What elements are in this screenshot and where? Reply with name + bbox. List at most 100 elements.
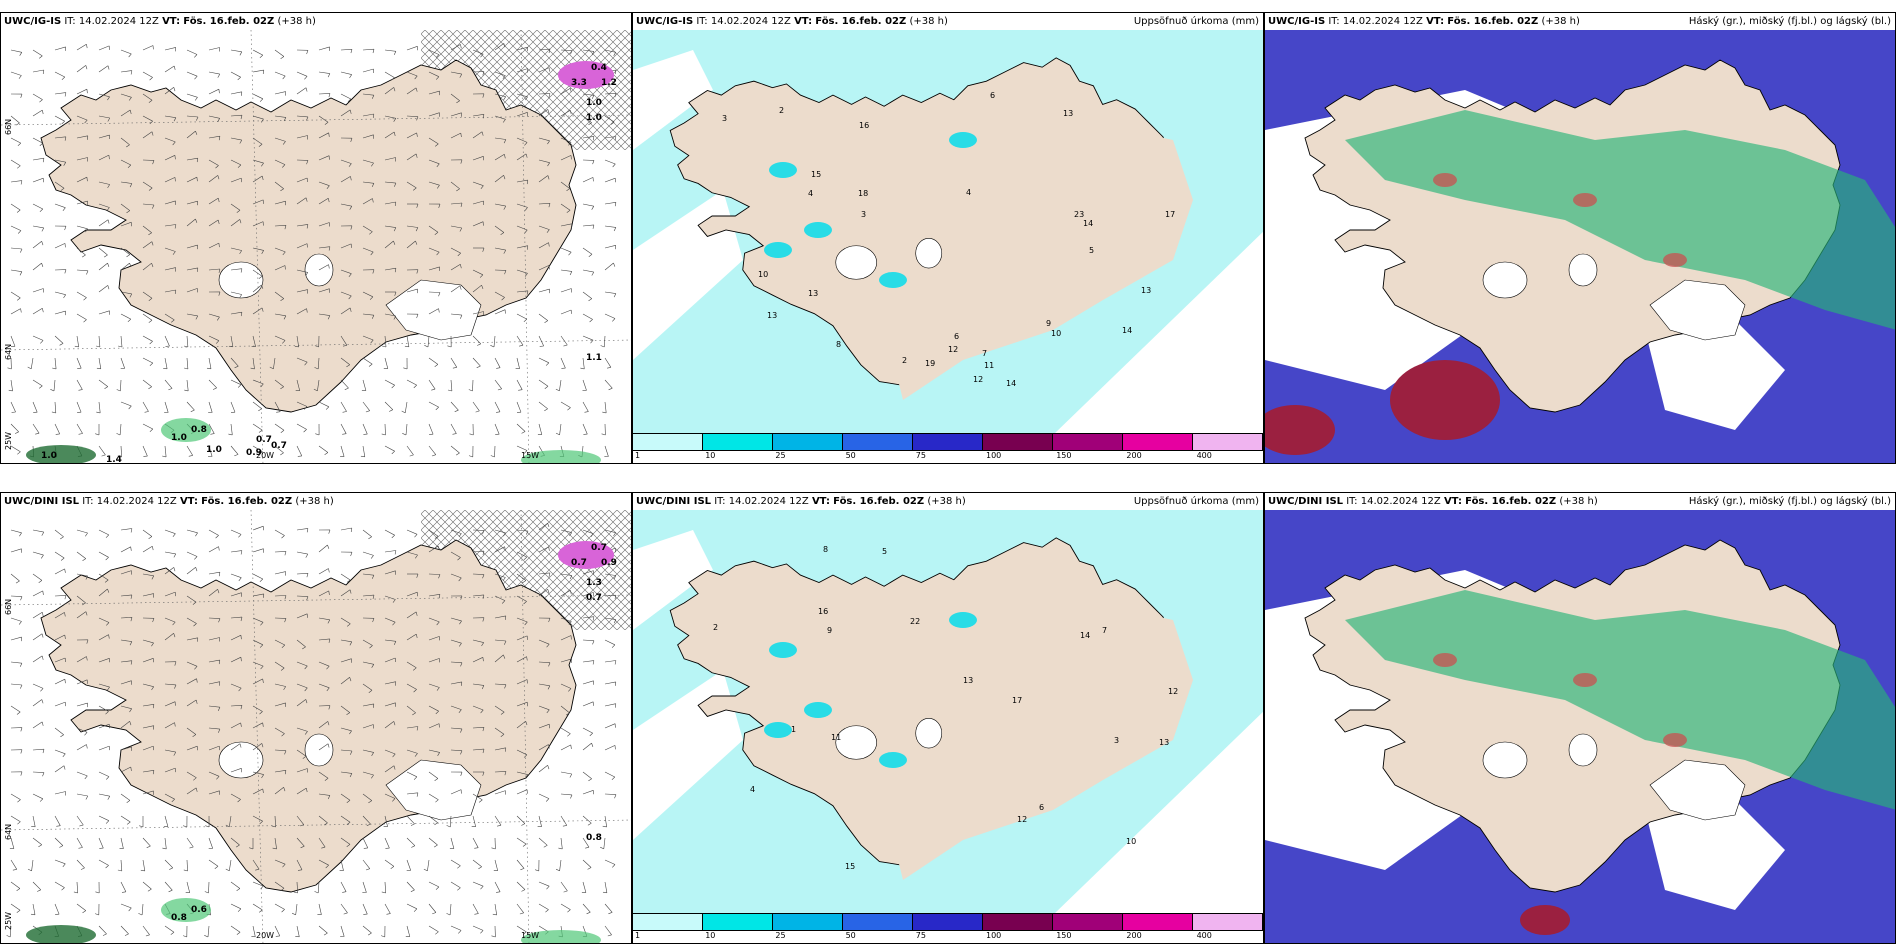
no-precip-area <box>1053 711 1263 915</box>
precip-blob <box>949 132 977 148</box>
legend-label: 150 <box>1056 451 1072 460</box>
glacier <box>835 725 877 760</box>
graticule <box>1 30 631 463</box>
axis-label: 20W <box>256 451 274 460</box>
value-label: 13 <box>1063 109 1073 118</box>
value-label: 2 <box>713 623 718 632</box>
wind-value: 0.8 <box>171 913 187 923</box>
panel-cloud-igis: UWC/IG-IS IT: 14.02.2024 12Z VT: Fös. 16… <box>1264 12 1896 464</box>
legend-label: 25 <box>775 451 786 460</box>
value-label: 13 <box>767 311 777 320</box>
value-label: 12 <box>973 375 983 384</box>
panel-header: UWC/DINI ISL IT: 14.02.2024 12Z VT: Fös.… <box>4 496 334 507</box>
glacier <box>1482 261 1528 299</box>
wind-value: 1.1 <box>586 353 602 363</box>
value-label: 12 <box>1168 687 1178 696</box>
legend-label: 400 <box>1196 931 1212 940</box>
axis-label: 66N <box>4 599 13 615</box>
legend-label: 75 <box>915 451 926 460</box>
wind-value: 0.7 <box>586 593 602 603</box>
clear-sky-area <box>1645 790 1785 910</box>
precip-legend: 1 10 25 50 75 100 150 200 400 <box>633 913 1263 943</box>
high-cloud-patch <box>1663 733 1687 747</box>
glacier <box>1568 253 1598 287</box>
legend-swatch <box>1193 914 1263 930</box>
legend-swatch <box>633 914 703 930</box>
panel-wind-igis: UWC/IG-IS IT: 14.02.2024 12Z VT: Fös. 16… <box>0 12 632 464</box>
panel-title: Uppsöfnuð úrkoma (mm) <box>1133 16 1259 27</box>
glacier <box>385 279 482 341</box>
legend-swatch <box>773 434 843 450</box>
legend-swatch <box>703 914 773 930</box>
precip-blob <box>558 61 614 89</box>
legend-label: 50 <box>845 451 856 460</box>
value-label: 15 <box>845 862 855 871</box>
value-label: 5 <box>882 547 887 556</box>
map-wind-dini: 0.7 0.9 0.7 1.3 0.7 0.8 0.8 0.6 66N 64N 25W 20W 15W <box>1 510 631 943</box>
value-label: 17 <box>1012 696 1022 705</box>
legend-label: 200 <box>1126 931 1142 940</box>
value-label: 2 <box>779 106 784 115</box>
panel-precip-igis: UWC/IG-IS IT: 14.02.2024 12Z VT: Fös. 16… <box>632 12 1264 464</box>
value-label: 13 <box>963 676 973 685</box>
value-label: 18 <box>858 189 868 198</box>
value-label: 11 <box>984 361 994 370</box>
legend-label: 50 <box>845 931 856 940</box>
precip-blob <box>804 222 832 238</box>
wind-values: 0.4 1.2 3.3 1.0 1.0 1.1 1.0 0.8 1.0 0.7 0.9 0.7 1.0 1… <box>41 63 617 463</box>
legend-label: 150 <box>1056 931 1072 940</box>
high-cloud-patch <box>1433 173 1457 187</box>
map-precip-igis: 2643171312102315131419141311910131425437… <box>633 30 1263 435</box>
value-label: 4 <box>966 188 971 197</box>
legend-bar <box>633 913 1263 931</box>
value-label: 13 <box>1159 738 1169 747</box>
axis-label: 66N <box>4 119 13 135</box>
legend-swatch <box>1123 914 1193 930</box>
value-label: 12 <box>948 345 958 354</box>
value-label: 14 <box>1080 631 1090 640</box>
wind-value: 1.0 <box>206 445 222 455</box>
legend-swatch <box>1123 434 1193 450</box>
value-label: 6 <box>1039 803 1044 812</box>
precip-blob <box>161 898 211 922</box>
precip-blob <box>769 642 797 658</box>
panel-wind-dini: UWC/DINI ISL IT: 14.02.2024 12Z VT: Fös.… <box>0 492 632 944</box>
precip-blob <box>764 722 792 738</box>
axis-label: 20W <box>256 931 274 940</box>
glacier <box>218 741 264 779</box>
legend-bar <box>633 433 1263 451</box>
high-cloud-patch <box>1433 653 1457 667</box>
glacier <box>835 245 877 280</box>
precip-blob <box>764 242 792 258</box>
glacier <box>385 759 482 821</box>
legend-label: 100 <box>986 451 1002 460</box>
legend-label: 200 <box>1126 451 1142 460</box>
precip-blob <box>521 450 601 463</box>
value-label: 1 <box>791 725 796 734</box>
legend-swatch <box>843 434 913 450</box>
value-label: 9 <box>1046 319 1051 328</box>
high-cloud-blob <box>1520 905 1570 935</box>
clear-sky-area <box>1645 310 1785 430</box>
wind-value: 0.7 <box>256 435 272 445</box>
wind-value: 0.8 <box>586 833 602 843</box>
wind-value: 0.9 <box>246 448 262 458</box>
value-label: 13 <box>808 289 818 298</box>
panel-header: UWC/IG-IS IT: 14.02.2024 12Z VT: Fös. 16… <box>636 16 948 27</box>
value-label: 19 <box>925 359 935 368</box>
wind-value: 0.4 <box>591 63 607 73</box>
value-label: 14 <box>1006 379 1016 388</box>
wind-value: 1.0 <box>41 451 57 461</box>
wind-value: 1.0 <box>171 433 187 443</box>
value-label: 3 <box>861 210 866 219</box>
dry-area <box>893 125 1193 400</box>
value-label: 14 <box>1083 219 1093 228</box>
high-cloud-blob <box>1390 360 1500 440</box>
legend-swatch <box>983 914 1053 930</box>
legend-swatch <box>843 914 913 930</box>
precip-blob <box>804 702 832 718</box>
precip-blob <box>26 445 96 463</box>
value-label: 14 <box>1122 326 1132 335</box>
precip-legend: 1 10 25 50 75 100 150 200 400 <box>633 433 1263 463</box>
